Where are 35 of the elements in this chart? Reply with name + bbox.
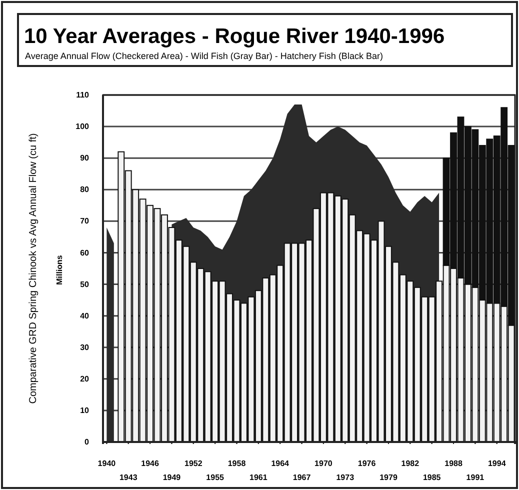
- y-tick-label: 70: [80, 216, 90, 226]
- x-tick-label: 1991: [466, 473, 485, 482]
- chart-subtitle: Average Annual Flow (Checkered Area) - Wild Fish (Gray Bar) - Hatchery Fish (Black Bar): [25, 51, 383, 61]
- x-tick-label: 1976: [358, 459, 376, 468]
- y-tick-label: 110: [76, 90, 90, 100]
- x-tick-label: 1982: [401, 459, 420, 468]
- y-tick-label: 50: [80, 280, 90, 289]
- y-tick-label: 100: [76, 122, 90, 132]
- x-tick-label: 1958: [228, 459, 246, 468]
- x-tick-label: 1961: [250, 473, 268, 482]
- x-tick-label: 1946: [141, 459, 160, 468]
- x-tick-label: 1970: [314, 459, 333, 468]
- y-tick-label: 0: [84, 438, 90, 447]
- x-tick-label: 1985: [422, 473, 442, 482]
- x-tick-label: 1940: [98, 459, 116, 468]
- y-tick-label: 80: [80, 185, 90, 194]
- x-tick-label: 1955: [206, 473, 225, 482]
- y-tick-label: 60: [80, 248, 90, 258]
- chart-title: 10 Year Averages - Rogue River 1940-1996: [24, 25, 445, 48]
- y-tick-label: 40: [80, 311, 90, 320]
- x-tick-label: 1994: [488, 459, 506, 468]
- y-axis-title: Comparative GRD Spring Chinook vs Avg Annual Flow (cu ft): [28, 133, 39, 404]
- y-tick-label: 90: [80, 154, 90, 163]
- x-tick-label: 1973: [336, 473, 355, 482]
- x-tick-label: 1964: [271, 459, 290, 468]
- x-tick-label: 1979: [380, 473, 398, 482]
- x-tick-label: 1949: [162, 473, 182, 482]
- text: Millions: [55, 254, 64, 285]
- x-tick-label: 1943: [119, 473, 138, 482]
- y-tick-label: 30: [80, 342, 90, 352]
- y-tick-label: 20: [80, 374, 90, 384]
- x-tick-label: 1952: [184, 459, 203, 468]
- x-tick-label: 1967: [292, 473, 312, 482]
- x-tick-label: 1988: [444, 459, 463, 468]
- y-tick-label: 10: [80, 406, 90, 416]
